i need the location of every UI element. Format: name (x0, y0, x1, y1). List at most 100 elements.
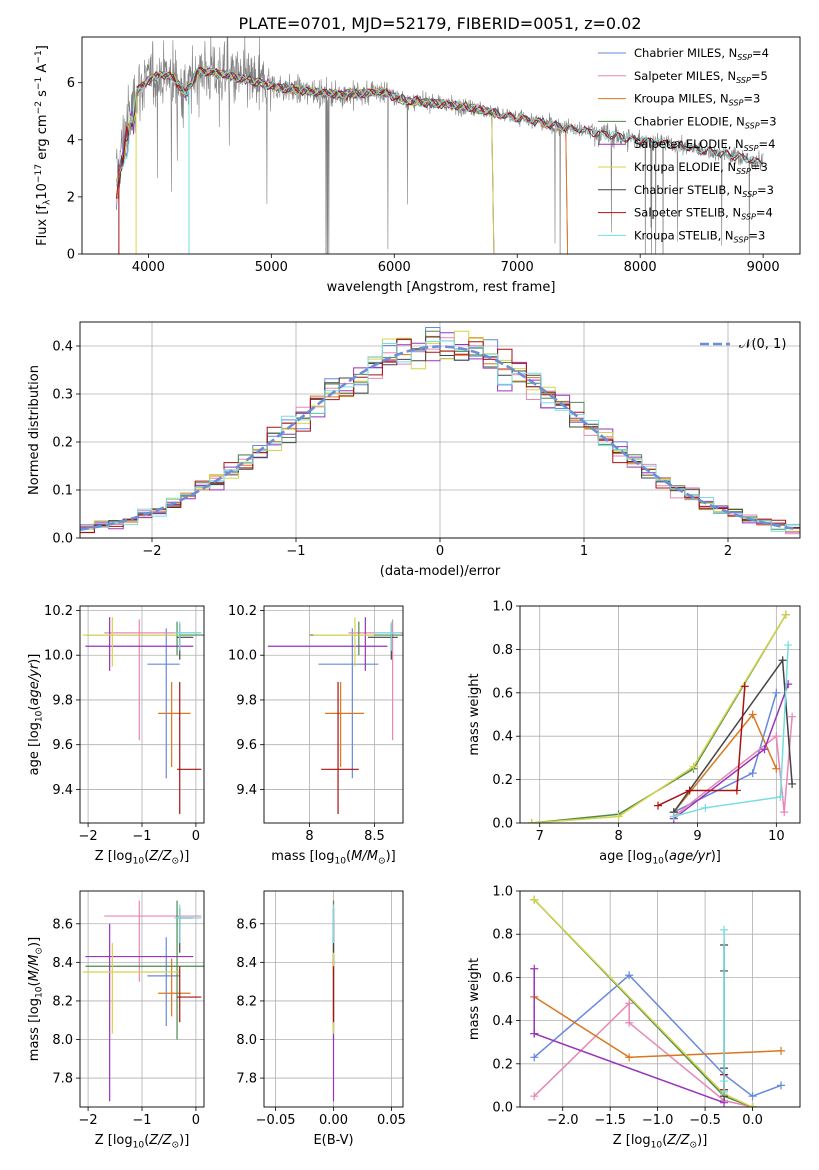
weight-marker (740, 682, 749, 691)
panel-spectrum: 4000 5000 6000 7000 8000 9000 0 2 4 6 wavelength [… (34, 36, 801, 295)
weight-marker (781, 610, 790, 619)
x-tick-label: −1.5 (594, 1113, 626, 1128)
axes-frame (79, 321, 801, 539)
weight-marker (530, 1029, 539, 1038)
plot-area (82, 900, 204, 1102)
weight-marker (760, 745, 769, 754)
x-tick-label: 0.00 (319, 1113, 348, 1128)
x-tick-label: 0 (192, 829, 200, 844)
errorbar-point (313, 617, 375, 667)
weight-marker (788, 779, 797, 788)
x-axis-label: age [log10(age/yr)] (599, 849, 721, 867)
x-tick-label: −0.5 (689, 1113, 721, 1128)
normal-curve (80, 345, 798, 531)
axes-frame (263, 890, 404, 1108)
legend-entry: Chabrier MILES, NSSP=4 (634, 46, 769, 62)
weight-line (673, 716, 793, 818)
x-tick-label: 9000 (747, 260, 780, 275)
weight-marker (748, 769, 757, 778)
weight-marker (614, 812, 623, 821)
panel-age-vs-Z: −2 −1 0 9.4 9.6 9.8 10.0 10.2 Z [log10(Z/Z⊙)] age… (27, 604, 205, 867)
weight-line (657, 686, 746, 807)
x-tick-label: −2 (79, 829, 98, 844)
y-tick-label: 0.6 (492, 686, 513, 701)
weight-marker (625, 1053, 634, 1062)
weight-marker (720, 925, 729, 934)
weight-marker (701, 803, 710, 812)
x-tick-label: 8.5 (364, 829, 385, 844)
plot-area (115, 37, 764, 254)
legend-entry: Chabrier ELODIE, NSSP=3 (634, 114, 777, 130)
weight-marker (689, 762, 698, 771)
errorbar-point (158, 958, 191, 1017)
legend-entry: 𝒩(0, 1) (739, 337, 786, 352)
weight-marker (669, 812, 678, 821)
x-tick-label: −1 (132, 1113, 151, 1128)
x-tick-label: 0.05 (377, 1113, 406, 1128)
y-tick-label: 0.0 (52, 532, 73, 547)
y-tick-label: 9.4 (236, 783, 257, 798)
x-tick-label: 6000 (378, 260, 411, 275)
model-spectrum-salpeter-stelib (115, 67, 763, 199)
x-tick-label: −2 (79, 1113, 98, 1128)
y-tick-label: 0.1 (52, 484, 73, 499)
panel-mass-vs-Z: −2 −1 0 7.8 8.0 8.2 8.4 8.6 Z [log10(Z/Z⊙)] mass … (27, 890, 205, 1151)
x-tick-label: 8 (614, 829, 622, 844)
legend-entry: Chabrier STELIB, NSSP=3 (634, 183, 774, 199)
axes-frame (263, 605, 404, 824)
weight-line (531, 614, 787, 823)
errorbar-point (267, 617, 388, 671)
weight-marker (748, 710, 757, 719)
y-tick-label: 8.6 (236, 917, 257, 932)
x-tick-label: 0.0 (742, 1113, 763, 1128)
y-tick-label: 0.0 (492, 817, 513, 832)
weight-line (533, 899, 753, 1107)
y-tick-label: 10.0 (228, 649, 257, 664)
weight-marker (778, 656, 787, 665)
weight-marker (772, 732, 781, 741)
errorbar-point (374, 621, 401, 651)
x-tick-label: −2.0 (547, 1113, 579, 1128)
model-spectrum-kroupa-elodie (115, 66, 495, 254)
y-tick-label: 8.2 (52, 994, 73, 1009)
y-tick-label: 8.0 (236, 1033, 257, 1048)
errorbar-point (85, 923, 194, 1102)
weight-line (673, 645, 789, 818)
weight-line (673, 713, 777, 813)
axes-frame (79, 890, 205, 1108)
x-tick-label: 8 (305, 829, 313, 844)
x-tick-label: 1 (580, 544, 588, 559)
axes-frame (81, 36, 801, 255)
weight-marker (530, 964, 539, 973)
weight-marker (625, 999, 634, 1008)
errorbar-point (158, 682, 191, 768)
weight-marker (530, 895, 539, 904)
weight-marker (530, 1053, 539, 1062)
errorbar-point (174, 904, 202, 944)
weight-marker (625, 1018, 634, 1027)
weight-marker (527, 819, 536, 823)
axes-frame (519, 890, 801, 1108)
y-tick-label: 0.0 (492, 1101, 513, 1116)
x-tick-label: 9 (693, 829, 701, 844)
figure-title: PLATE=0701, MJD=52179, FIBERID=0051, z=0… (238, 14, 641, 33)
x-tick-label: −1.0 (642, 1113, 674, 1128)
weight-marker (780, 808, 789, 817)
errorbar-point (104, 900, 202, 982)
x-axis-label: (data-model)/error (380, 564, 501, 579)
observed-spectrum (116, 37, 764, 254)
plot-area (267, 617, 403, 815)
plot-area (80, 327, 800, 538)
residuals-legend: 𝒩(0, 1) (700, 337, 786, 352)
errorbar-point (309, 621, 403, 656)
plot-area (82, 617, 204, 815)
errorbar-point (85, 621, 204, 656)
y-tick-label: 8.0 (52, 1033, 73, 1048)
weight-marker (772, 688, 781, 697)
errorbar-point (177, 682, 202, 815)
errorbar-point (85, 900, 204, 1040)
y-tick-label: 4 (67, 133, 75, 148)
y-tick-label: 0.4 (52, 340, 73, 355)
